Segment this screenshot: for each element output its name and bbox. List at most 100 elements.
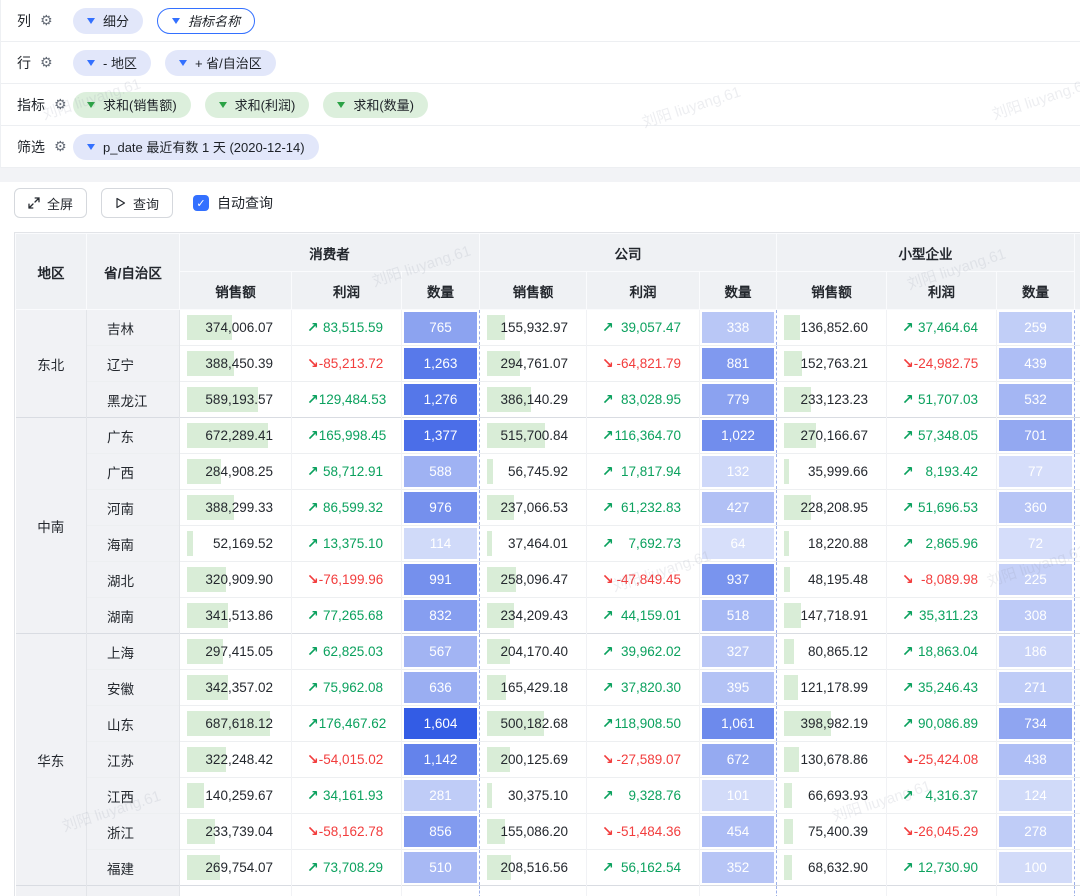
gear-icon[interactable]: ⚙ xyxy=(54,138,67,155)
quantity-value-cell: 1,061 xyxy=(699,705,777,742)
profit-value-cell: ↗ 37,820.30 xyxy=(586,669,700,706)
quantity-value-cell: 278 xyxy=(996,813,1075,850)
profit-value: 83,028.95 xyxy=(620,392,682,407)
province-cell[interactable]: 河南 xyxy=(86,489,180,526)
province-cell[interactable]: 安徽 xyxy=(86,669,180,706)
province-cell[interactable]: 湖北 xyxy=(86,561,180,598)
quantity-heat-block: 832 xyxy=(404,600,478,631)
profit-value-cell: ↗ 8,193.42 xyxy=(886,453,997,490)
profit-value-cell: ↗ 58,712.91 xyxy=(291,453,402,490)
trend-up-icon: ↗ xyxy=(307,499,319,516)
trend-up-icon: ↗ xyxy=(307,607,319,624)
field-pill[interactable]: 细分 xyxy=(73,7,144,34)
profit-value-cell: ↘ -8,089.98 xyxy=(886,561,997,598)
sales-data-bar xyxy=(784,351,803,376)
trend-up-icon: ↗ xyxy=(902,859,914,876)
field-pill[interactable]: - 地区 xyxy=(73,49,151,76)
province-cell[interactable]: 辽宁 xyxy=(86,345,180,382)
gear-icon[interactable]: ⚙ xyxy=(40,12,53,29)
metric-column-header: 数量 xyxy=(996,271,1076,310)
pivot-config-panel: 列 ⚙ 细分 指标名称 行 ⚙ - 地区 + 省/自治区 指标 ⚙ 求和(销售额) 求… xyxy=(0,0,1080,168)
field-pill[interactable]: 指标名称 xyxy=(157,7,256,34)
sales-value: 200,125.69 xyxy=(500,752,569,767)
profit-value-cell: ↗ 12,730.90 xyxy=(886,849,997,886)
metric-pill[interactable]: 求和(数量) xyxy=(323,91,429,118)
profit-value: 90,086.89 xyxy=(917,716,979,731)
sales-data-bar xyxy=(187,423,268,448)
quantity-heat-block: 1,276 xyxy=(404,384,478,415)
profit-value: 9,328.76 xyxy=(628,788,682,803)
quantity-heat-block: 114 xyxy=(404,528,478,559)
sales-value: 152,763.21 xyxy=(800,356,869,371)
province-cell[interactable]: 海南 xyxy=(86,525,180,562)
trend-up-icon: ↗ xyxy=(602,427,614,444)
sales-value-cell: 341,513.86 xyxy=(179,597,292,634)
metrics-label: 指标 xyxy=(17,96,45,113)
sales-value: 136,852.60 xyxy=(800,320,869,335)
province-cell[interactable]: 江苏 xyxy=(86,741,180,778)
region-cell[interactable]: 华东 xyxy=(15,633,87,886)
metric-pill[interactable]: 求和(销售额) xyxy=(73,91,191,118)
segment-group-header: 公司 xyxy=(479,233,778,272)
sales-data-bar xyxy=(487,711,545,736)
province-cell[interactable]: 黑龙江 xyxy=(86,381,180,418)
sales-value-cell: 687,618.12 xyxy=(179,705,292,742)
clipped-column-cell xyxy=(1074,849,1080,886)
trend-up-icon: ↗ xyxy=(602,787,614,804)
trend-up-icon: ↗ xyxy=(902,391,914,408)
province-cell[interactable]: 广西 xyxy=(86,453,180,490)
sales-value-cell: 269,754.07 xyxy=(179,849,292,886)
sales-value-cell: 204,170.40 xyxy=(479,633,587,670)
profit-value: -25,424.08 xyxy=(913,752,979,767)
profit-value: 44,159.01 xyxy=(620,608,682,623)
quantity-value-cell: 701 xyxy=(996,417,1075,454)
province-cell[interactable]: 吉林 xyxy=(86,309,180,346)
sales-data-bar xyxy=(784,783,793,808)
metric-column-header: 销售额 xyxy=(479,271,588,310)
auto-query-label: 自动查询 xyxy=(217,195,274,211)
partial-cell xyxy=(179,885,292,896)
quantity-heat-block: 77 xyxy=(999,456,1073,487)
checkbox-checked-icon[interactable]: ✓ xyxy=(193,195,210,211)
quantity-heat-block: 271 xyxy=(999,672,1073,703)
province-cell[interactable]: 山东 xyxy=(86,705,180,742)
trend-up-icon: ↗ xyxy=(602,535,614,552)
province-cell[interactable]: 湖南 xyxy=(86,597,180,634)
profit-value: 77,265.68 xyxy=(322,608,383,623)
profit-value-cell: ↘ -47,849.45 xyxy=(586,561,700,598)
query-button[interactable]: 查询 xyxy=(101,188,174,218)
profit-value-cell: ↗ 73,708.29 xyxy=(291,849,402,886)
partial-cell xyxy=(479,885,587,896)
auto-query-toggle[interactable]: ✓ 自动查询 xyxy=(193,193,273,213)
sales-data-bar xyxy=(784,711,832,736)
profit-value: 83,515.59 xyxy=(322,320,383,335)
profit-value-cell: ↗ 77,265.68 xyxy=(291,597,402,634)
profit-value-cell: ↗ 83,028.95 xyxy=(586,381,700,418)
quantity-value-cell: 132 xyxy=(699,453,777,490)
sales-value-cell: 66,693.93 xyxy=(776,777,887,814)
trend-up-icon: ↗ xyxy=(602,643,614,660)
quantity-heat-block: 588 xyxy=(404,456,478,487)
field-pill[interactable]: + 省/自治区 xyxy=(164,49,276,76)
field-pill[interactable]: p_date 最近有数 1 天 (2020-12-14) xyxy=(73,133,319,160)
fullscreen-button[interactable]: 全屏 xyxy=(14,188,88,218)
region-cell[interactable]: 中南 xyxy=(15,417,87,634)
province-cell[interactable]: 福建 xyxy=(86,849,180,886)
quantity-value-cell: 1,263 xyxy=(400,345,480,382)
metric-pill[interactable]: 求和(利润) xyxy=(204,91,310,118)
chevron-down-icon xyxy=(87,143,95,150)
province-cell[interactable]: 浙江 xyxy=(86,813,180,850)
metric-column-header: 销售额 xyxy=(776,271,888,310)
gear-icon[interactable]: ⚙ xyxy=(40,54,53,71)
clipped-column-cell xyxy=(1074,345,1080,382)
sales-value-cell: 342,357.02 xyxy=(179,669,292,706)
profit-value: 35,246.43 xyxy=(917,680,979,695)
province-cell[interactable]: 广东 xyxy=(86,417,180,454)
gear-icon[interactable]: ⚙ xyxy=(54,96,67,113)
clipped-column-cell xyxy=(1074,669,1080,706)
sales-value-cell: 500,182.68 xyxy=(479,705,587,742)
province-cell[interactable]: 上海 xyxy=(86,633,180,670)
province-cell[interactable]: 江西 xyxy=(86,777,180,814)
region-cell[interactable]: 东北 xyxy=(15,309,87,418)
quantity-value-cell: 1,377 xyxy=(400,417,480,454)
